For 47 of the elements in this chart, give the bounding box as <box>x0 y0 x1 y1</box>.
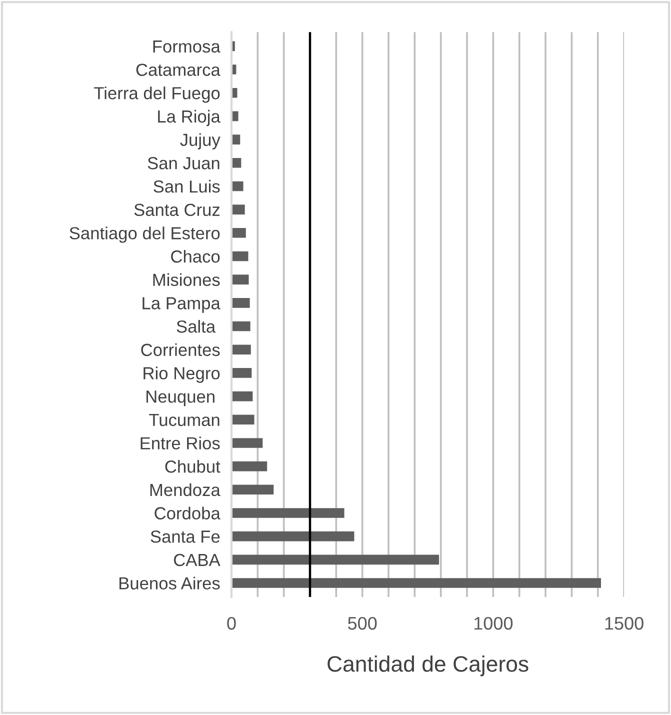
y-tick-label: La Rioja <box>158 110 220 126</box>
y-tick-label: CABA <box>174 554 220 566</box>
y-tick-label: Cordoba <box>154 506 220 520</box>
bar <box>231 531 354 542</box>
y-tick-label: Tierra del Fuego <box>94 86 220 103</box>
y-tick-label: Catamarca <box>136 64 220 76</box>
bar <box>231 414 254 425</box>
y-tick-label: Neuquen <box>146 390 214 406</box>
y-tick-label: San Juan <box>148 157 220 170</box>
bar <box>231 298 250 308</box>
bar <box>231 321 250 332</box>
y-tick-label: Buenos Aires <box>120 576 220 590</box>
y-tick-label: Santa Cruz <box>134 204 220 216</box>
y-tick-label: Chubut <box>165 460 220 473</box>
y-tick-label: Formosa <box>153 40 220 53</box>
bar <box>231 368 252 378</box>
x-tick-label: 1000 <box>474 616 513 630</box>
bar <box>231 344 251 355</box>
y-tick-label: Santa Fe <box>150 530 220 543</box>
bar <box>231 461 268 472</box>
y-tick-label: Corrientes <box>141 343 220 356</box>
y-tick-label: La Pampa <box>142 297 220 313</box>
bar <box>231 554 440 565</box>
y-tick-label: Entre Rios <box>140 436 220 450</box>
y-tick-label: Mendoza <box>150 483 220 496</box>
bar <box>231 578 601 588</box>
y-tick-label: San Luis <box>154 180 220 193</box>
y-tick-label: Salta <box>176 320 216 333</box>
bar <box>231 204 245 214</box>
bar <box>231 391 253 402</box>
bar <box>231 228 246 238</box>
y-tick-label: Misiones <box>153 273 220 286</box>
x-tick-label: 0 <box>227 616 236 630</box>
bar <box>231 274 249 284</box>
y-tick-label: Rio Negro <box>144 366 220 383</box>
bar <box>231 438 263 448</box>
x-tick-label: 1500 <box>605 616 644 630</box>
y-tick-label: Chaco <box>171 250 220 263</box>
bar <box>231 251 248 262</box>
y-tick-label: Tucuman <box>149 414 220 426</box>
bar <box>231 181 244 192</box>
bar <box>231 484 274 495</box>
x-tick-label: 500 <box>348 616 377 630</box>
bar <box>231 508 344 518</box>
y-tick-label: Santiago del Estero <box>70 226 220 243</box>
y-tick-label: Jujuy <box>180 133 220 150</box>
x-axis-title: Cantidad de Cajeros <box>328 656 528 676</box>
